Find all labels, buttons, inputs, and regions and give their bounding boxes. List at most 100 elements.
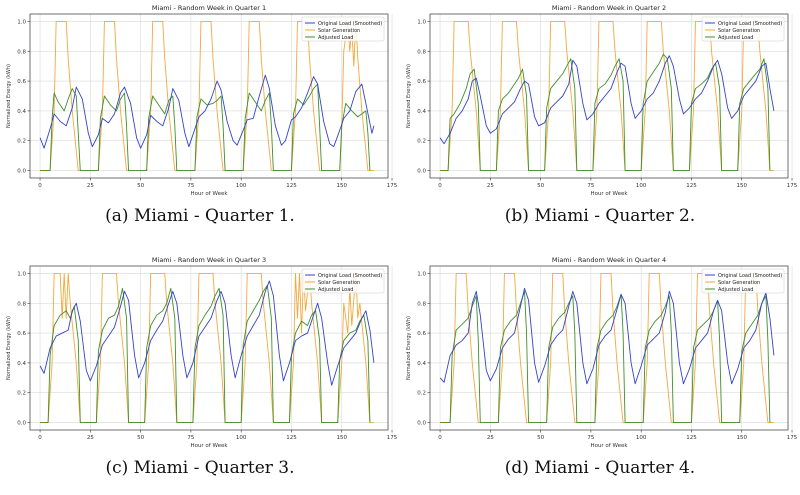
y-tick-label: 0.8 bbox=[417, 301, 426, 307]
y-tick-label: 1.0 bbox=[17, 19, 26, 25]
x-tick-label: 50 bbox=[137, 183, 144, 189]
y-tick-label: 0.2 bbox=[417, 139, 426, 145]
plot-frame bbox=[29, 265, 389, 431]
chart-panel-q2: Miami - Random Week in Quarter 2 0.0 0.2 0.… bbox=[400, 0, 800, 197]
legend-label: Adjusted Load bbox=[318, 35, 353, 41]
x-tick-label: 25 bbox=[487, 183, 494, 189]
x-tick-label: 75 bbox=[587, 183, 594, 189]
chart-svg-q1: Miami - Random Week in Quarter 1 0.0 0.2 0.… bbox=[6, 4, 398, 197]
x-tick-label: 0 bbox=[438, 435, 442, 441]
y-tick-label: 0.6 bbox=[17, 79, 26, 85]
x-tick-label: 50 bbox=[537, 435, 544, 441]
legend-label: Adjusted Load bbox=[718, 287, 753, 293]
solar-generation-line bbox=[440, 21, 774, 172]
adjusted-load-line bbox=[440, 53, 771, 172]
y-axis-label: Normalized Energy (kWh) bbox=[6, 64, 12, 128]
x-tick-label: 0 bbox=[38, 183, 42, 189]
x-tick-label: 150 bbox=[336, 183, 347, 189]
x-tick-label: 150 bbox=[736, 183, 747, 189]
original-load-line bbox=[439, 287, 775, 385]
y-axis-label: Normalized Energy (kWh) bbox=[6, 316, 12, 380]
chart-svg-q3: Miami - Random Week in Quarter 3 0.0 0.2 0.… bbox=[6, 256, 398, 449]
legend-label: Solar Generation bbox=[318, 28, 360, 34]
y-tick-label: 0.0 bbox=[17, 169, 26, 175]
y-tick-label: 0.0 bbox=[417, 169, 426, 175]
chart-panel-q4: Miami - Random Week in Quarter 4 0.0 0.2 0.… bbox=[400, 252, 800, 449]
y-tick-label: 0.0 bbox=[417, 421, 426, 427]
y-tick-label: 0.6 bbox=[17, 331, 26, 337]
y-axis-label: Normalized Energy (kWh) bbox=[406, 64, 412, 128]
x-tick-label: 75 bbox=[187, 435, 194, 441]
x-tick-label: 175 bbox=[787, 435, 798, 441]
legend-label: Original Load (Smoothed) bbox=[318, 21, 382, 27]
x-tick-label: 0 bbox=[38, 435, 42, 441]
x-tick-label: 0 bbox=[438, 183, 442, 189]
legend-box bbox=[701, 268, 785, 294]
x-tick-label: 50 bbox=[137, 435, 144, 441]
x-tick-label: 50 bbox=[537, 183, 544, 189]
x-axis-label: Hour of Week bbox=[590, 191, 628, 197]
y-tick-label: 1.0 bbox=[417, 271, 426, 277]
chart-svg-q4: Miami - Random Week in Quarter 4 0.0 0.2 0.… bbox=[406, 256, 798, 449]
plot-frame bbox=[429, 13, 789, 179]
x-tick-label: 175 bbox=[787, 183, 798, 189]
x-tick-label: 175 bbox=[387, 183, 398, 189]
x-tick-label: 75 bbox=[187, 183, 194, 189]
chart-title: Miami - Random Week in Quarter 1 bbox=[152, 4, 266, 12]
legend-box bbox=[301, 268, 385, 294]
x-tick-label: 100 bbox=[636, 435, 647, 441]
caption-q3: (c) Miami - Quarter 3. bbox=[105, 458, 295, 478]
y-tick-label: 0.2 bbox=[417, 391, 426, 397]
adjusted-load-line bbox=[40, 284, 371, 424]
y-tick-label: 0.4 bbox=[17, 361, 26, 367]
x-tick-label: 25 bbox=[487, 435, 494, 441]
x-tick-label: 125 bbox=[286, 435, 297, 441]
chart-svg-q2: Miami - Random Week in Quarter 2 0.0 0.2 0.… bbox=[406, 4, 798, 197]
y-tick-label: 0.4 bbox=[417, 109, 426, 115]
y-tick-label: 1.0 bbox=[17, 271, 26, 277]
y-tick-label: 1.0 bbox=[417, 19, 426, 25]
x-tick-label: 100 bbox=[236, 183, 247, 189]
original-load-line bbox=[39, 74, 375, 149]
legend-label: Solar Generation bbox=[718, 28, 760, 34]
legend-label: Original Load (Smoothed) bbox=[718, 21, 782, 27]
x-tick-label: 75 bbox=[587, 435, 594, 441]
plot-frame bbox=[429, 265, 789, 431]
x-tick-label: 25 bbox=[87, 183, 94, 189]
x-tick-label: 150 bbox=[736, 435, 747, 441]
legend-label: Original Load (Smoothed) bbox=[318, 273, 382, 279]
legend-label: Solar Generation bbox=[718, 280, 760, 286]
chart-title: Miami - Random Week in Quarter 4 bbox=[552, 256, 666, 264]
chart-title: Miami - Random Week in Quarter 2 bbox=[552, 4, 666, 12]
y-tick-label: 0.0 bbox=[17, 421, 26, 427]
y-tick-label: 0.2 bbox=[17, 391, 26, 397]
x-tick-label: 125 bbox=[286, 183, 297, 189]
x-tick-label: 150 bbox=[336, 435, 347, 441]
caption-q2: (b) Miami - Quarter 2. bbox=[504, 206, 696, 226]
y-tick-label: 0.4 bbox=[417, 361, 426, 367]
plot-frame bbox=[29, 13, 389, 179]
x-tick-label: 25 bbox=[87, 435, 94, 441]
y-tick-label: 0.4 bbox=[17, 109, 26, 115]
x-axis-label: Hour of Week bbox=[190, 443, 228, 449]
legend-label: Adjusted Load bbox=[318, 287, 353, 293]
caption-q1: (a) Miami - Quarter 1. bbox=[105, 206, 295, 226]
y-tick-label: 0.6 bbox=[417, 331, 426, 337]
y-axis-label: Normalized Energy (kWh) bbox=[406, 316, 412, 380]
original-load-line bbox=[39, 280, 375, 386]
y-tick-label: 0.8 bbox=[17, 49, 26, 55]
x-tick-label: 100 bbox=[636, 183, 647, 189]
caption-q4: (d) Miami - Quarter 4. bbox=[504, 458, 696, 478]
chart-panel-q3: Miami - Random Week in Quarter 3 0.0 0.2 0.… bbox=[0, 252, 400, 449]
solar-generation-line bbox=[40, 273, 374, 424]
y-tick-label: 0.8 bbox=[417, 49, 426, 55]
chart-title: Miami - Random Week in Quarter 3 bbox=[152, 256, 266, 264]
x-tick-label: 125 bbox=[686, 183, 697, 189]
x-tick-label: 175 bbox=[387, 435, 398, 441]
legend-label: Adjusted Load bbox=[718, 35, 753, 41]
legend-box bbox=[701, 16, 785, 42]
y-tick-label: 0.2 bbox=[17, 139, 26, 145]
adjusted-load-line bbox=[440, 290, 771, 424]
adjusted-load-line bbox=[40, 83, 371, 172]
chart-panel-q1: Miami - Random Week in Quarter 1 0.0 0.2 0.… bbox=[0, 0, 400, 197]
